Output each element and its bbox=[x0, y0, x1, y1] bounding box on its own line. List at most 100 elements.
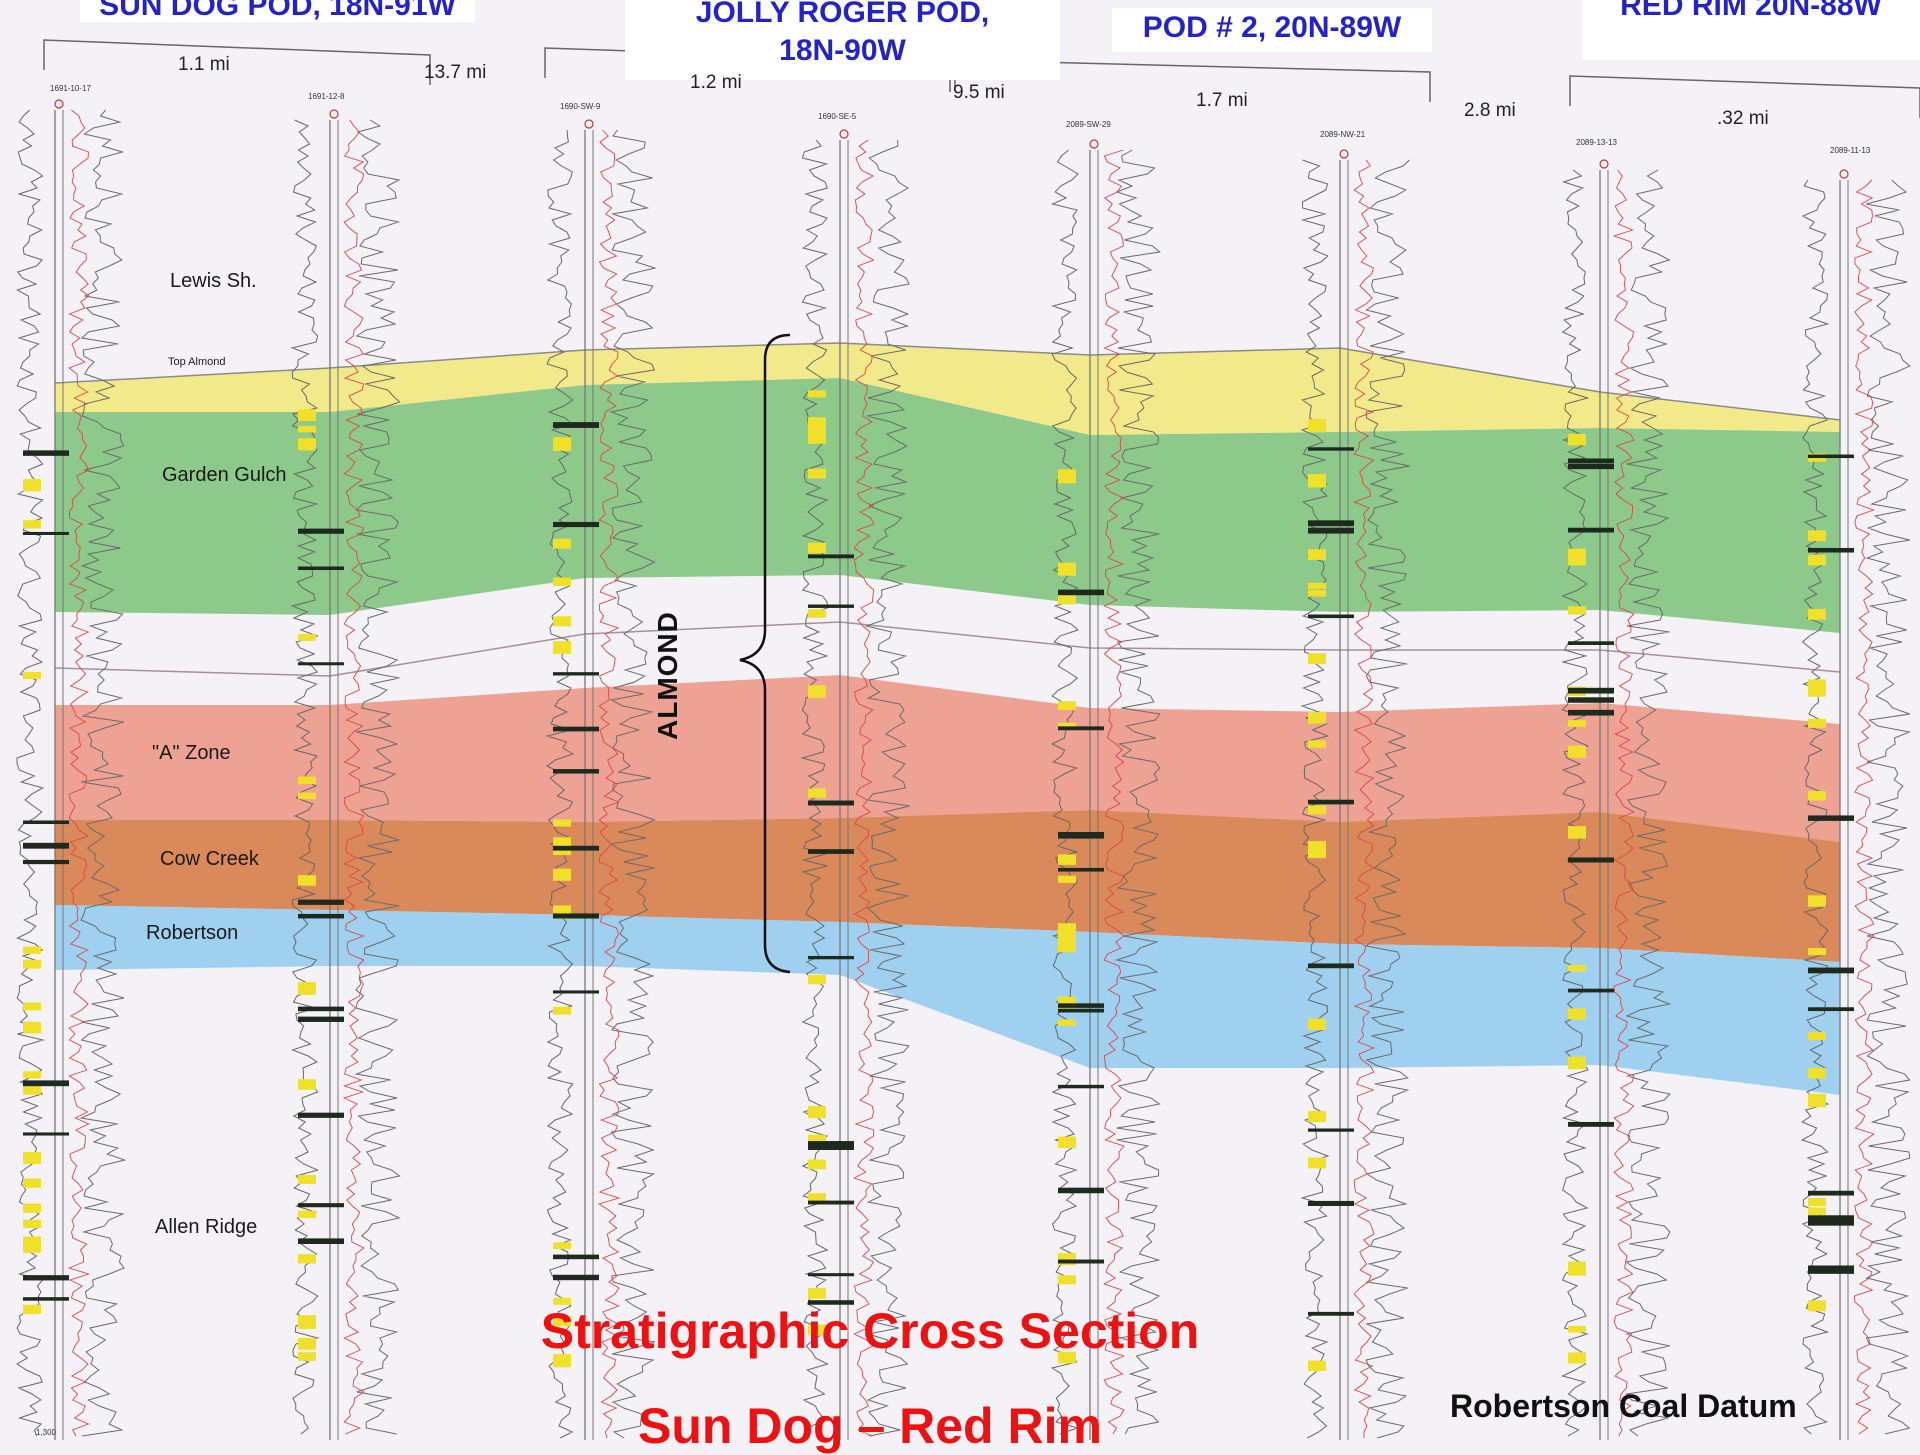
coal-marker bbox=[1308, 1128, 1354, 1132]
well-symbol bbox=[584, 119, 594, 129]
distance-label: 1.2 mi bbox=[690, 72, 742, 93]
sand-marker bbox=[808, 1324, 826, 1336]
sand-marker bbox=[1308, 1360, 1326, 1372]
distance-label: 1.1 mi bbox=[178, 54, 230, 75]
sand-marker bbox=[553, 1315, 571, 1327]
sand-marker bbox=[1808, 1207, 1826, 1215]
sand-marker bbox=[808, 417, 826, 431]
coal-marker bbox=[1808, 967, 1854, 974]
coal-marker bbox=[1808, 1190, 1854, 1196]
sand-marker bbox=[1568, 1261, 1586, 1273]
distance-label: 13.7 mi bbox=[424, 62, 487, 83]
sand-marker bbox=[23, 1152, 41, 1164]
coal-marker bbox=[1808, 815, 1854, 821]
sand-marker bbox=[808, 468, 826, 479]
resistivity-log-curve bbox=[609, 129, 657, 1439]
distance-label: 1.7 mi bbox=[1196, 90, 1248, 111]
sand-marker bbox=[808, 975, 826, 985]
correlation-line-top-almond bbox=[54, 342, 1841, 421]
sand-marker bbox=[1808, 1093, 1826, 1108]
sand-marker bbox=[1808, 948, 1826, 956]
density-log-curve bbox=[67, 109, 91, 1437]
pod-label-jolly-roger: JOLLY ROGER POD, 18N-90W bbox=[625, 0, 1060, 80]
distance-label: .32 mi bbox=[1717, 108, 1769, 129]
coal-marker bbox=[298, 913, 344, 919]
sand-marker bbox=[1308, 1018, 1326, 1031]
coal-marker bbox=[808, 1300, 854, 1305]
coal-marker bbox=[553, 726, 599, 732]
sand-marker bbox=[23, 479, 41, 492]
sand-marker bbox=[1808, 1067, 1826, 1079]
coal-marker bbox=[1308, 447, 1354, 451]
unit-robertson bbox=[55, 905, 1840, 1095]
coal-marker bbox=[553, 769, 599, 774]
coal-marker bbox=[1568, 687, 1614, 694]
sand-marker bbox=[1808, 1031, 1826, 1040]
coal-marker bbox=[1058, 1008, 1104, 1013]
distance-label: 9.5 mi bbox=[953, 82, 1005, 103]
well-symbol bbox=[839, 129, 849, 139]
well-id-label: 1691-12-8 bbox=[308, 92, 345, 101]
well-symbol bbox=[329, 109, 339, 119]
coal-marker bbox=[23, 531, 69, 535]
resistivity-log-curve bbox=[1865, 179, 1912, 1435]
coal-marker bbox=[1568, 458, 1614, 464]
datum-label: Robertson Coal Datum bbox=[1450, 1388, 1797, 1424]
sand-marker bbox=[23, 1236, 41, 1247]
sand-marker bbox=[1308, 582, 1326, 589]
sand-marker bbox=[298, 1339, 316, 1350]
coal-marker bbox=[553, 913, 599, 919]
distance-scale-bar bbox=[1569, 75, 1920, 118]
sand-marker bbox=[553, 577, 571, 587]
bottom-depth-label: 1,300 bbox=[36, 1428, 57, 1437]
sand-marker bbox=[298, 1352, 316, 1361]
sand-marker bbox=[298, 1315, 316, 1329]
gamma-log-curve bbox=[1300, 159, 1330, 1439]
coal-marker bbox=[808, 1144, 854, 1150]
coal-marker bbox=[553, 422, 599, 428]
well-symbol bbox=[1839, 169, 1849, 179]
sand-marker bbox=[1568, 964, 1586, 972]
sand-marker bbox=[1058, 875, 1076, 883]
sand-marker bbox=[553, 1242, 571, 1250]
coal-marker bbox=[1568, 697, 1614, 703]
well-id-label: 1690-SE-5 bbox=[818, 112, 857, 121]
resistivity-log-curve bbox=[1364, 159, 1410, 1439]
sand-marker bbox=[808, 429, 826, 444]
sand-marker bbox=[1808, 895, 1826, 907]
sand-marker bbox=[808, 788, 826, 798]
sand-marker bbox=[23, 1203, 41, 1213]
distance-scale-bar bbox=[43, 39, 431, 85]
sand-marker bbox=[298, 1174, 316, 1184]
pod-label-jolly-roger-line1: JOLLY ROGER POD, bbox=[695, 0, 990, 29]
sand-marker bbox=[23, 959, 41, 969]
sand-marker bbox=[553, 1354, 571, 1365]
resistivity-log-curve bbox=[1625, 169, 1672, 1437]
coal-marker bbox=[808, 955, 854, 960]
sand-marker bbox=[553, 641, 571, 654]
sand-marker bbox=[1808, 1300, 1826, 1312]
density-log-curve bbox=[1853, 179, 1875, 1435]
sand-marker bbox=[298, 634, 316, 641]
sand-marker bbox=[1568, 548, 1586, 563]
sand-marker bbox=[1058, 469, 1076, 484]
coal-marker bbox=[1058, 589, 1104, 596]
coal-marker bbox=[1058, 831, 1104, 838]
sand-marker bbox=[23, 1021, 41, 1034]
sand-marker bbox=[1308, 841, 1326, 851]
formation-label-top-almond: Top Almond bbox=[168, 356, 226, 368]
coal-marker bbox=[1808, 1220, 1854, 1226]
coal-marker bbox=[808, 1141, 854, 1147]
coal-marker bbox=[1308, 1200, 1354, 1206]
sand-marker bbox=[1058, 929, 1076, 943]
coal-marker bbox=[23, 1132, 69, 1136]
coal-marker bbox=[1058, 1003, 1104, 1008]
distance-label: 2.8 mi bbox=[1464, 100, 1516, 121]
gamma-log-curve bbox=[800, 139, 829, 1437]
unit-cow-creek bbox=[55, 810, 1840, 962]
sand-marker bbox=[1058, 854, 1076, 865]
pod-label-red-rim: RED RIM 20N-88W bbox=[1582, 0, 1920, 60]
coal-marker bbox=[1568, 463, 1614, 470]
coal-marker bbox=[808, 1273, 854, 1277]
